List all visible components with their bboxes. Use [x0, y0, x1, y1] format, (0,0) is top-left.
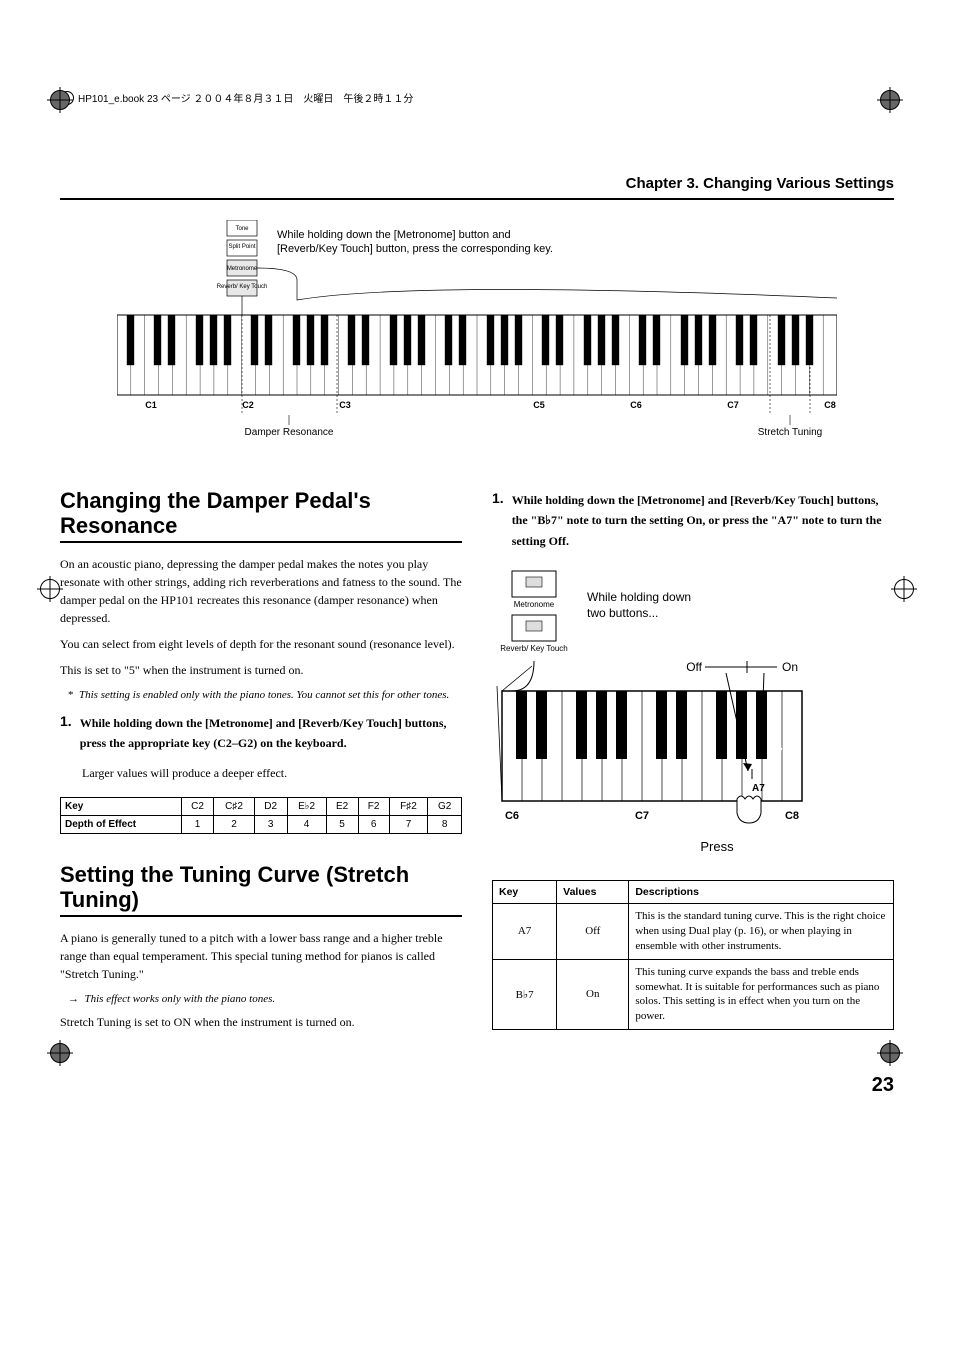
damper-depth-table: Key C2 C♯2 D2 E♭2 E2 F2 F♯2 G2 Depth of …: [60, 797, 462, 834]
section2-title: Setting the Tuning Curve (Stretch Tuning…: [60, 862, 462, 913]
section2-rule: [60, 915, 462, 917]
figure-keyboard-full: Tone Split Point Metronome Reverb/ Key T…: [117, 220, 837, 450]
fig1-caption-right: Stretch Tuning: [758, 427, 822, 438]
svg-text:Press: Press: [700, 839, 734, 854]
svg-text:C7: C7: [727, 400, 739, 410]
figure-stretch-tuning: Metronome Reverb/ Key Touch While holdin…: [492, 561, 894, 866]
right-column: 1. While holding down the [Metronome] an…: [492, 480, 894, 1044]
svg-text:C6: C6: [630, 400, 642, 410]
crop-mark-bl: [50, 1043, 74, 1067]
section2-p2: Stretch Tuning is set to ON when the ins…: [60, 1013, 462, 1031]
fig1-caption-left: Damper Resonance: [245, 427, 334, 438]
svg-text:C7: C7: [635, 810, 649, 822]
section1-title: Changing the Damper Pedal's Resonance: [60, 488, 462, 539]
section2-note: → This effect works only with the piano …: [78, 991, 462, 1008]
reg-mark-left: [40, 579, 60, 604]
fig2-hold-text-1: While holding down: [587, 590, 691, 604]
reg-mark-right: [894, 579, 914, 604]
fig1-instruction-line2: [Reverb/Key Touch] button, press the cor…: [277, 243, 553, 255]
svg-text:C6: C6: [505, 810, 519, 822]
svg-text:Metronome: Metronome: [514, 600, 555, 609]
crop-mark-tr: [880, 90, 904, 114]
section1-step1-sub: Larger values will produce a deeper effe…: [82, 764, 462, 783]
svg-text:C1: C1: [145, 400, 157, 410]
section2-p1: A piano is generally tuned to a pitch wi…: [60, 929, 462, 983]
svg-text:C8: C8: [785, 810, 799, 822]
svg-text:C3: C3: [339, 400, 351, 410]
svg-text:Tone: Tone: [235, 226, 249, 232]
left-column: Changing the Damper Pedal's Resonance On…: [60, 480, 462, 1044]
svg-text:On: On: [782, 660, 798, 674]
header-text: HP101_e.book 23 ページ ２００４年８月３１日 火曜日 午後２時１…: [78, 90, 413, 105]
chapter-rule: [60, 198, 894, 200]
svg-text:Reverb/ Key Touch: Reverb/ Key Touch: [500, 644, 567, 653]
svg-text:Reverb/ Key Touch: Reverb/ Key Touch: [217, 284, 268, 290]
crop-mark-tl: [50, 90, 74, 114]
svg-text:C5: C5: [533, 400, 545, 410]
section1-step1: 1. While holding down the [Metronome] an…: [60, 713, 462, 754]
page-header-line: HP101_e.book 23 ページ ２００４年８月３１日 火曜日 午後２時１…: [60, 90, 894, 105]
svg-text:B♭7: B♭7: [772, 743, 788, 753]
section1-p1: On an acoustic piano, depressing the dam…: [60, 555, 462, 627]
fig1-instruction-line1: While holding down the [Metronome] butto…: [277, 229, 511, 241]
crop-mark-br: [880, 1043, 904, 1067]
svg-text:C8: C8: [824, 400, 836, 410]
svg-text:Off: Off: [686, 660, 702, 674]
right-step1: 1. While holding down the [Metronome] an…: [492, 490, 894, 551]
section1-p3: This is set to "5" when the instrument i…: [60, 661, 462, 679]
svg-text:Split Point: Split Point: [228, 244, 255, 250]
page-number: 23: [60, 1074, 894, 1097]
svg-text:Metronome: Metronome: [227, 266, 258, 272]
svg-text:A7: A7: [752, 783, 765, 794]
section1-note: * This setting is enabled only with the …: [78, 687, 462, 704]
section1-p2: You can select from eight levels of dept…: [60, 635, 462, 653]
svg-text:C2: C2: [242, 400, 254, 410]
section1-rule: [60, 541, 462, 543]
chapter-title: Chapter 3. Changing Various Settings: [60, 175, 894, 192]
fig2-hold-text-2: two buttons...: [587, 606, 658, 620]
stretch-tuning-table: Key Values Descriptions A7 Off This is t…: [492, 880, 894, 1030]
